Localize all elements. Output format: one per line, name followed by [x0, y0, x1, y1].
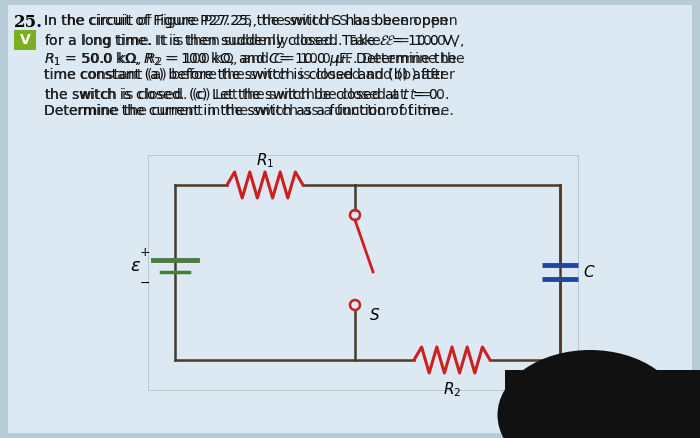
Text: V: V [20, 33, 30, 47]
Text: $\varepsilon$: $\varepsilon$ [130, 257, 141, 275]
FancyBboxPatch shape [8, 5, 692, 433]
FancyBboxPatch shape [505, 370, 700, 438]
Text: In the circuit of Figure P27.25, the switch S has been open: In the circuit of Figure P27.25, the swi… [44, 14, 448, 28]
Text: $-$: $-$ [139, 276, 150, 289]
Text: for a long time. It is then suddenly closed. Take $\mathcal{E}$ = 10.0 V,: for a long time. It is then suddenly clo… [44, 32, 457, 50]
Text: $S$: $S$ [369, 307, 380, 323]
Text: $R_2$: $R_2$ [443, 380, 461, 399]
Text: $R_1$ = 50.0 k$\Omega$, $R_2$ = 100 k$\Omega$, and $C$= 10.0 $\mu$F. Determine t: $R_1$ = 50.0 k$\Omega$, $R_2$ = 100 k$\O… [44, 50, 458, 68]
FancyBboxPatch shape [14, 30, 36, 50]
Text: Determine the current in the switch as a function of time.: Determine the current in the switch as a… [44, 104, 454, 118]
Text: Determine the current in the switch as a function of time.: Determine the current in the switch as a… [44, 104, 444, 118]
Text: for a long time. It is then suddenly closed. Take $\mathcal{E}$ = 10.0 V,: for a long time. It is then suddenly clo… [44, 32, 465, 50]
Ellipse shape [498, 350, 682, 438]
FancyBboxPatch shape [148, 155, 578, 390]
Text: time constant (a) before the switch is closed and (b) after: time constant (a) before the switch is c… [44, 68, 455, 82]
Text: +: + [140, 246, 150, 258]
Text: 25.: 25. [14, 14, 43, 31]
Text: the switch is closed. (c) Let the switch be closed at $t$ = 0.: the switch is closed. (c) Let the switch… [44, 86, 442, 102]
Text: $C$: $C$ [583, 264, 596, 280]
Text: $R_1$: $R_1$ [256, 152, 274, 170]
Text: time constant (a) before the switch is closed and (b) after: time constant (a) before the switch is c… [44, 68, 445, 82]
Text: In the circuit of Figure P27.25, the switch S has been open: In the circuit of Figure P27.25, the swi… [44, 14, 458, 28]
Text: $R_1$ = 50.0 k$\Omega$, $R_2$ = 100 k$\Omega$, and $C$= 10.0 $\mu$F. Determine t: $R_1$ = 50.0 k$\Omega$, $R_2$ = 100 k$\O… [44, 50, 465, 68]
Text: the switch is closed. (c) Let the switch be closed at $t$ = 0.: the switch is closed. (c) Let the switch… [44, 86, 449, 102]
